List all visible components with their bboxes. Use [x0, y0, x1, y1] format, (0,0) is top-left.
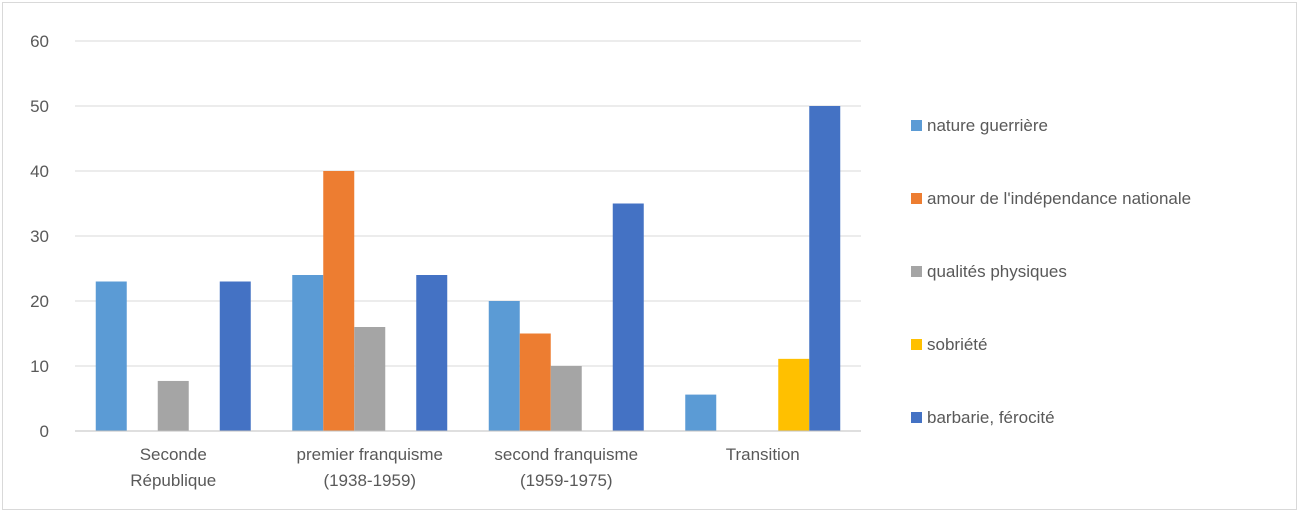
bar-5-1	[219, 281, 251, 431]
y-tick-label: 30	[30, 227, 49, 246]
bar-2-2	[323, 171, 355, 431]
legend-swatch	[911, 266, 922, 277]
bar-2-3	[519, 333, 551, 431]
x-tick-label: République	[130, 471, 216, 490]
x-tick-label: second franquisme	[494, 445, 638, 464]
bar-1-3	[488, 301, 520, 431]
y-tick-label: 40	[30, 162, 49, 181]
y-tick-label: 0	[40, 422, 49, 441]
legend-label: amour de l'indépendance nationale	[927, 189, 1191, 208]
legend: nature guerrière amour de l'indépendance …	[911, 116, 1191, 427]
legend-swatch	[911, 193, 922, 204]
legend-label: qualités physiques	[927, 262, 1067, 281]
bar-5-2	[416, 275, 448, 431]
x-tick-label: Seconde	[140, 445, 207, 464]
bars	[95, 106, 841, 431]
bar-3-1	[157, 380, 189, 431]
legend-swatch	[911, 120, 922, 131]
x-tick-label: (1959-1975)	[520, 471, 613, 490]
x-tick-label: (1938-1959)	[323, 471, 416, 490]
bar-3-2	[354, 327, 386, 431]
x-tick-label: Transition	[726, 445, 800, 464]
bar-4-4	[778, 358, 810, 431]
legend-label: nature guerrière	[927, 116, 1048, 135]
legend-swatch	[911, 339, 922, 350]
legend-swatch	[911, 412, 922, 423]
legend-label: barbarie, férocité	[927, 408, 1055, 427]
y-tick-label: 10	[30, 357, 49, 376]
axes: 0 10 20 30 40 50 60 Seconde République premier fr…	[30, 32, 861, 490]
bar-chart: 0 10 20 30 40 50 60 Seconde République premier fr…	[30, 32, 1191, 490]
bar-3-3	[550, 366, 582, 431]
bar-1-4	[685, 394, 717, 431]
bar-1-2	[292, 275, 324, 431]
y-tick-label: 60	[30, 32, 49, 51]
bar-5-4	[809, 106, 841, 431]
y-tick-label: 50	[30, 97, 49, 116]
x-tick-label: premier franquisme	[297, 445, 443, 464]
y-tick-label: 20	[30, 292, 49, 311]
legend-label: sobriété	[927, 335, 987, 354]
bar-1-1	[95, 281, 127, 431]
bar-5-3	[612, 203, 644, 431]
gridlines	[75, 40, 861, 432]
